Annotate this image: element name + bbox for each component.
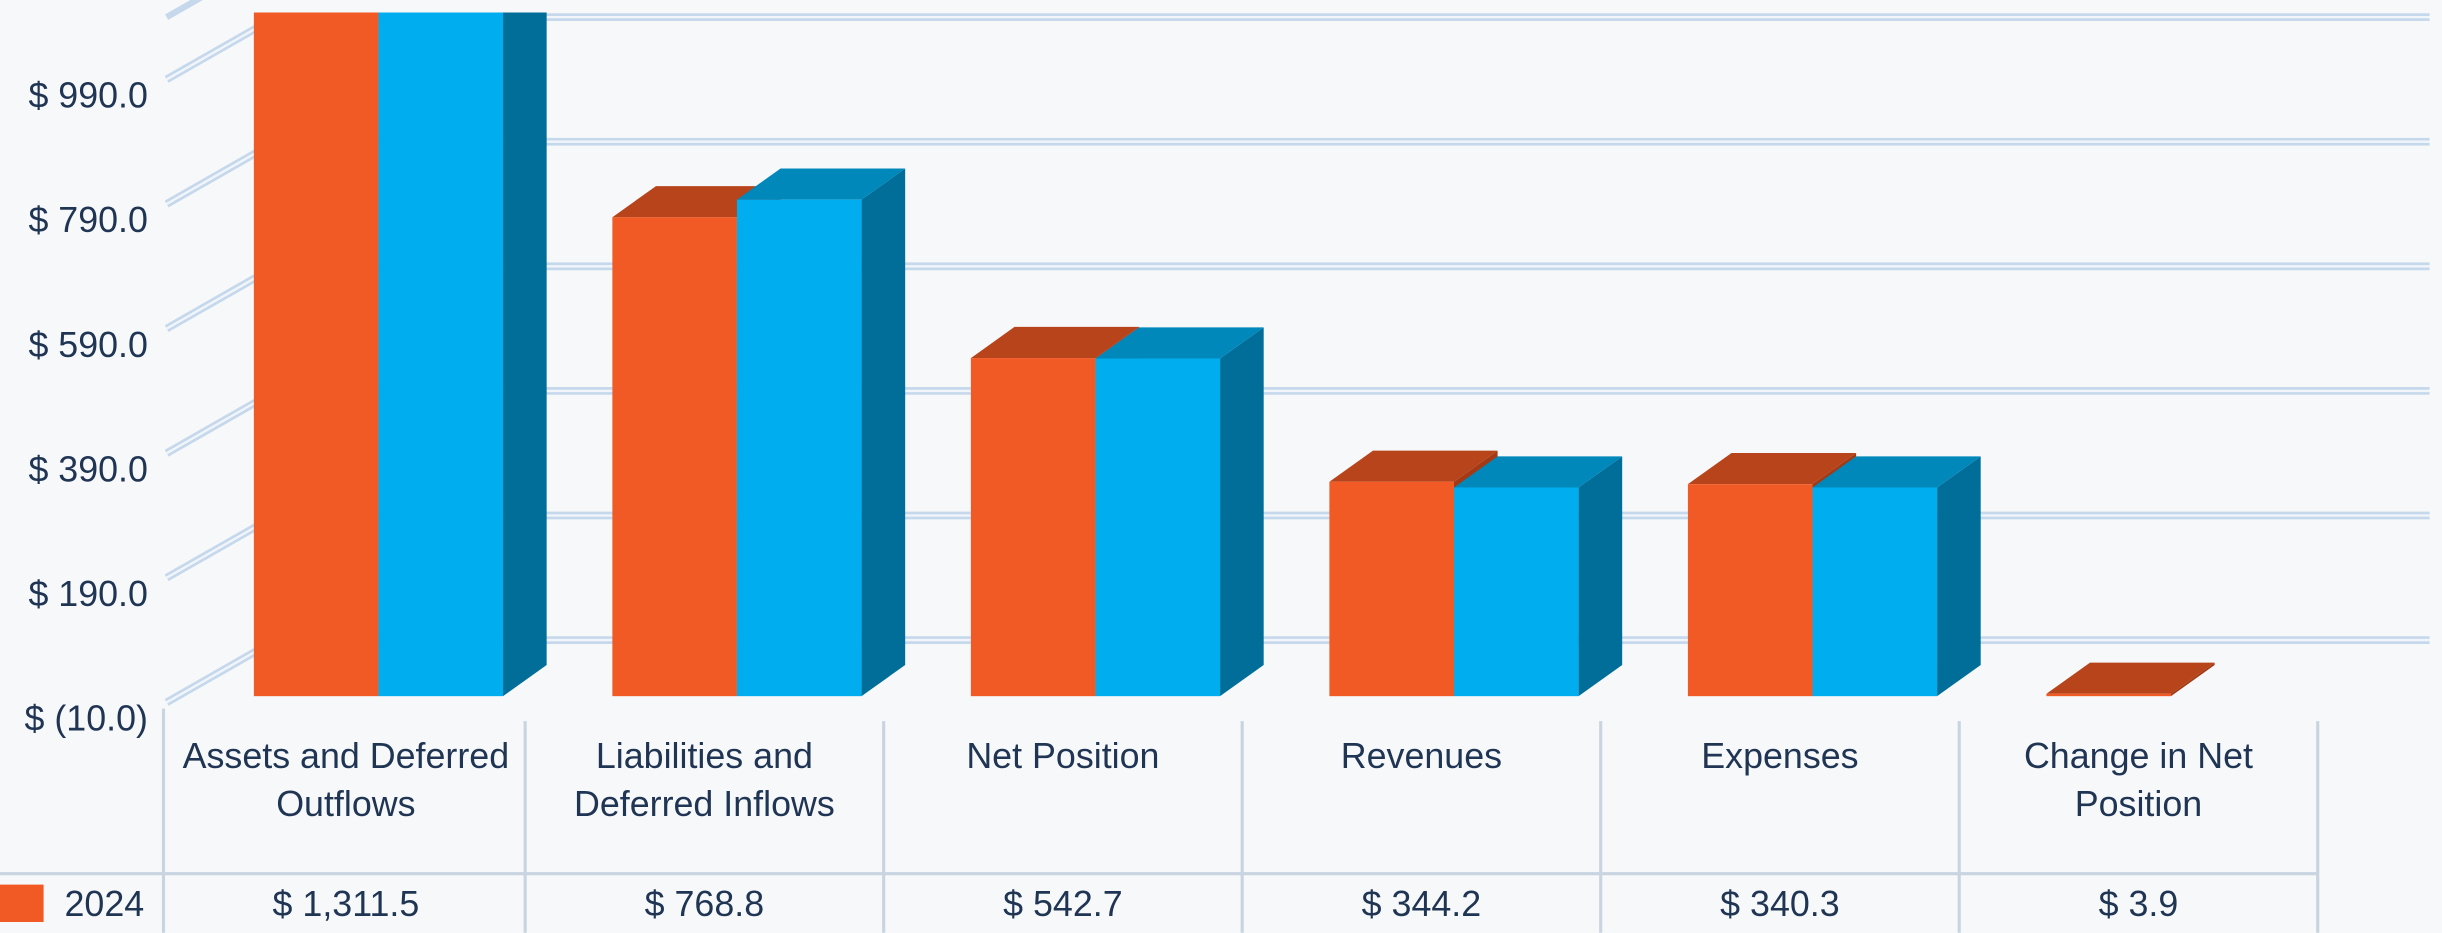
bar-top xyxy=(2046,662,2215,694)
legend-label: 2024 xyxy=(64,883,145,924)
bar-top xyxy=(1687,453,1857,485)
bar-front xyxy=(2046,693,2172,697)
value-label: $ 1,311.5 xyxy=(272,883,420,924)
bar-front xyxy=(253,12,379,697)
bar-side xyxy=(2171,662,2215,697)
bar-top xyxy=(1812,456,1981,488)
category-label: Assets and Deferred Outflows xyxy=(182,735,510,824)
y-tick-label: $ 390.0 xyxy=(28,449,148,489)
bar xyxy=(1095,327,1264,697)
bars xyxy=(253,12,2215,697)
bar-side xyxy=(1220,327,1264,697)
bar-front xyxy=(970,358,1096,697)
table-lines xyxy=(0,708,2320,933)
y-tick-label: $ 590.0 xyxy=(28,325,148,365)
bar-front xyxy=(612,217,737,697)
bar-side xyxy=(861,168,906,697)
bar xyxy=(736,168,906,697)
bar-side xyxy=(503,12,547,697)
bar-front xyxy=(1095,358,1221,697)
bar-front xyxy=(378,12,504,697)
bar-front xyxy=(736,199,862,697)
value-label: $ 344.2 xyxy=(1361,883,1482,924)
bar xyxy=(1812,456,1981,697)
bar-front xyxy=(1453,487,1579,697)
y-tick-label: $ 190.0 xyxy=(28,574,148,614)
category-label: Net Position xyxy=(966,735,1160,776)
bar xyxy=(378,12,547,697)
bar-front xyxy=(1687,484,1813,697)
category-label: Change in Net Position xyxy=(2023,735,2253,824)
bar xyxy=(1453,456,1623,697)
legend-swatch xyxy=(0,884,44,922)
value-label: $ 542.7 xyxy=(1003,883,1123,924)
value-label: $ 768.8 xyxy=(644,883,765,924)
bar xyxy=(2046,662,2215,697)
bar-side xyxy=(1578,456,1623,697)
bar-front xyxy=(1329,481,1454,697)
bar-top xyxy=(736,168,906,200)
bar-top xyxy=(1095,327,1264,359)
bar-front xyxy=(1812,487,1938,697)
bar-side xyxy=(1937,456,1981,697)
category-label: Expenses xyxy=(1701,735,1859,776)
y-tick-label: $ 790.0 xyxy=(28,200,148,240)
bar-top xyxy=(970,326,1140,359)
value-label: $ 3.9 xyxy=(2098,883,2179,924)
category-label: Revenues xyxy=(1340,735,1503,776)
value-label: $ 340.3 xyxy=(1720,883,1840,924)
bar-top xyxy=(1329,450,1498,482)
category-label: Liabilities and Deferred Inflows xyxy=(573,735,835,824)
y-tick-label: $ 990.0 xyxy=(28,76,148,116)
y-tick-label: $ (10.0) xyxy=(25,699,148,739)
bar-top xyxy=(1453,456,1623,488)
